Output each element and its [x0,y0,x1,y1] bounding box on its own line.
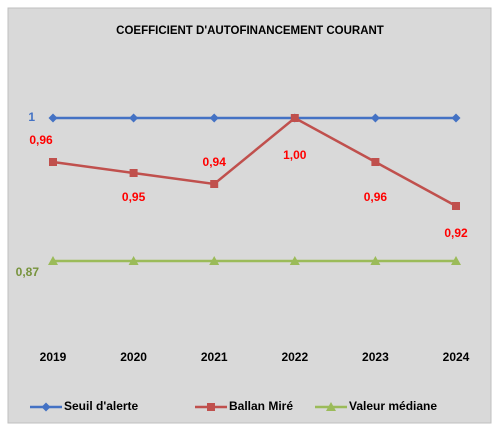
x-tick-label: 2024 [443,350,470,364]
legend-item: Ballan Miré [195,399,293,413]
data-label: 0,87 [16,265,40,279]
chart-title: COEFFICIENT D'AUTOFINANCEMENT COURANT [116,25,384,37]
marker [48,113,58,123]
x-tick-label: 2019 [40,350,67,364]
marker [451,256,461,265]
legend-label: Ballan Miré [229,399,293,413]
data-label: 0,92 [444,226,468,240]
legend-label: Seuil d'alerte [64,399,139,413]
marker [48,256,58,265]
data-label: 0,95 [122,190,146,204]
marker [128,256,139,265]
marker [370,113,380,123]
marker [209,113,219,123]
data-label: 0,96 [29,133,53,147]
legend-item: Valeur médiane [315,399,437,413]
legend-label: Valeur médiane [349,399,437,413]
marker [290,114,299,122]
x-tick-label: 2020 [120,350,147,364]
legend-item: Seuil d'alerte [30,399,139,413]
legend-marker [41,402,51,412]
data-label: 1,00 [283,148,307,162]
marker [451,113,461,123]
marker [129,113,139,123]
marker [289,256,300,265]
data-label: 0,94 [203,155,227,169]
x-tick-label: 2021 [201,350,228,364]
legend-marker [207,403,215,411]
marker [371,158,380,166]
marker [370,256,381,265]
chart-background [7,7,492,424]
legend-marker [326,402,336,411]
marker [210,180,219,188]
data-label: 1 [28,110,35,124]
marker [49,158,57,166]
marker [452,202,460,210]
x-tick-label: 2022 [281,350,308,364]
data-label: 0,96 [364,190,388,204]
marker [129,169,138,177]
marker [209,256,220,265]
x-tick-label: 2023 [362,350,389,364]
series-line [52,116,457,208]
